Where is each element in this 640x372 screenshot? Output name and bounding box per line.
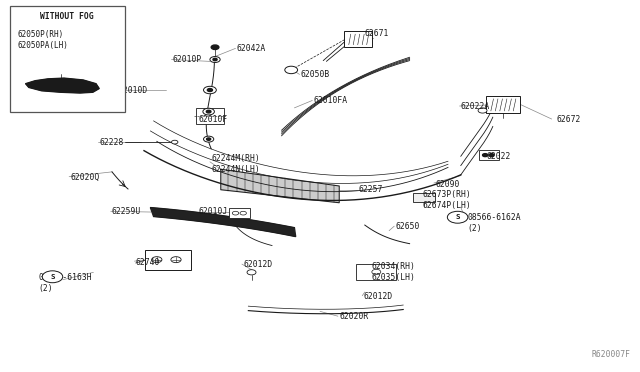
Circle shape bbox=[483, 154, 488, 157]
Text: 62672: 62672 bbox=[557, 115, 581, 124]
Circle shape bbox=[171, 257, 181, 263]
Text: 62034(RH)
62035(LH): 62034(RH) 62035(LH) bbox=[371, 262, 415, 282]
Text: 62259U: 62259U bbox=[112, 207, 141, 216]
Circle shape bbox=[207, 138, 211, 140]
FancyBboxPatch shape bbox=[344, 31, 372, 47]
Text: 62244M(RH)
62244N(LH): 62244M(RH) 62244N(LH) bbox=[211, 154, 260, 174]
Circle shape bbox=[247, 270, 256, 275]
FancyBboxPatch shape bbox=[479, 150, 499, 160]
Text: 62050B: 62050B bbox=[301, 70, 330, 79]
Text: WITHOUT FOG: WITHOUT FOG bbox=[40, 12, 94, 21]
FancyBboxPatch shape bbox=[413, 193, 435, 202]
Circle shape bbox=[42, 271, 63, 283]
Text: 62090: 62090 bbox=[435, 180, 460, 189]
Text: 62228: 62228 bbox=[99, 138, 124, 147]
Text: S: S bbox=[50, 274, 55, 280]
Circle shape bbox=[447, 211, 468, 223]
Polygon shape bbox=[221, 169, 339, 203]
Polygon shape bbox=[150, 208, 296, 237]
FancyBboxPatch shape bbox=[356, 264, 396, 280]
Text: 08146-6163H
(2): 08146-6163H (2) bbox=[38, 273, 92, 293]
Text: 62010J: 62010J bbox=[198, 207, 228, 216]
FancyBboxPatch shape bbox=[10, 6, 125, 112]
Circle shape bbox=[213, 58, 217, 61]
Circle shape bbox=[172, 140, 178, 144]
Circle shape bbox=[478, 108, 487, 113]
Text: 62012D: 62012D bbox=[364, 292, 393, 301]
Text: 08566-6162A
(2): 08566-6162A (2) bbox=[467, 213, 521, 233]
Text: 62671: 62671 bbox=[365, 29, 389, 38]
Text: 62020R: 62020R bbox=[339, 312, 369, 321]
FancyBboxPatch shape bbox=[229, 208, 250, 218]
Text: 62010FA: 62010FA bbox=[314, 96, 348, 105]
FancyBboxPatch shape bbox=[196, 108, 224, 124]
Text: 62010F: 62010F bbox=[198, 115, 228, 124]
Text: 62257: 62257 bbox=[358, 185, 383, 194]
Text: 62042A: 62042A bbox=[237, 44, 266, 53]
Circle shape bbox=[207, 89, 212, 92]
Circle shape bbox=[211, 45, 219, 49]
Circle shape bbox=[152, 257, 162, 263]
Text: R620007F: R620007F bbox=[591, 350, 630, 359]
Circle shape bbox=[372, 269, 381, 275]
Text: 62673P(RH)
62674P(LH): 62673P(RH) 62674P(LH) bbox=[422, 190, 471, 210]
Circle shape bbox=[210, 57, 220, 62]
Circle shape bbox=[232, 211, 239, 215]
Text: 62050P(RH)
62050PA(LH): 62050P(RH) 62050PA(LH) bbox=[17, 30, 68, 50]
Circle shape bbox=[206, 110, 211, 113]
Polygon shape bbox=[26, 78, 99, 93]
FancyBboxPatch shape bbox=[486, 96, 520, 113]
Text: 62022A: 62022A bbox=[461, 102, 490, 110]
Circle shape bbox=[285, 66, 298, 74]
Circle shape bbox=[203, 108, 214, 115]
Circle shape bbox=[204, 86, 216, 94]
Text: 62740: 62740 bbox=[136, 258, 160, 267]
Text: 62650: 62650 bbox=[396, 222, 420, 231]
Circle shape bbox=[240, 211, 246, 215]
Circle shape bbox=[489, 154, 494, 157]
Text: 62020Q: 62020Q bbox=[70, 173, 100, 182]
Text: 62012D: 62012D bbox=[243, 260, 273, 269]
Text: S: S bbox=[455, 214, 460, 220]
Circle shape bbox=[204, 136, 214, 142]
Text: 62010D: 62010D bbox=[118, 86, 148, 94]
Text: 62010P: 62010P bbox=[173, 55, 202, 64]
FancyBboxPatch shape bbox=[145, 250, 191, 270]
Text: 62022: 62022 bbox=[486, 152, 511, 161]
